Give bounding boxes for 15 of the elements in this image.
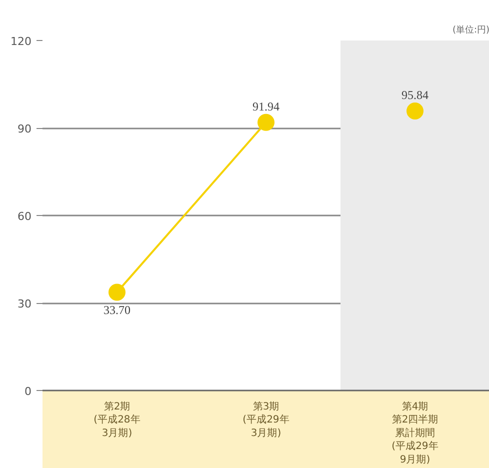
- y-tick-label: 90: [18, 122, 32, 136]
- x-tick-label: 第4期第2四半期累計期間(平成29年9月期): [392, 400, 438, 466]
- x-tick-label: 第2期(平成28年3月期): [94, 400, 140, 439]
- text: (単位:円): [452, 24, 489, 36]
- data-label: 33.70: [104, 303, 130, 318]
- data-label: 95.84: [402, 88, 428, 102]
- point: [406, 102, 424, 120]
- x-tick-label: 第3期(平成29年3月期): [242, 400, 290, 439]
- y-tick-label: 60: [18, 210, 32, 223]
- y-tick-label: 0: [24, 385, 32, 398]
- point: [258, 114, 274, 131]
- point: [108, 284, 126, 301]
- y-tick-label: 120: [10, 35, 32, 48]
- data-label: 91.94: [252, 99, 280, 114]
- y-tick-label: 30: [18, 298, 32, 310]
